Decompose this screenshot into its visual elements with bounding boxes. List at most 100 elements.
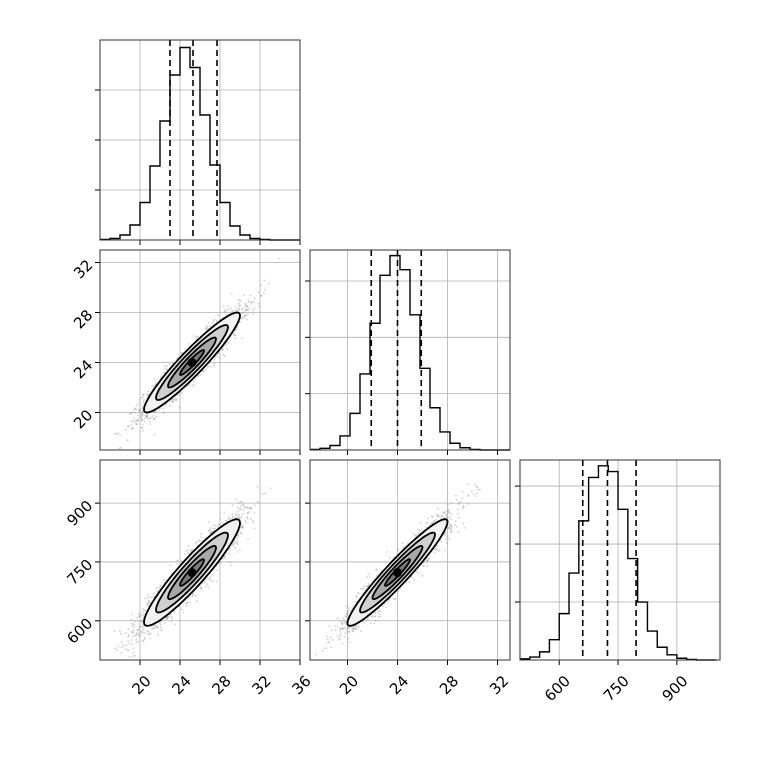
sample-point (234, 337, 237, 339)
sample-point (137, 633, 140, 636)
sample-point (223, 355, 226, 357)
sample-point (207, 365, 210, 368)
sample-point (138, 402, 141, 405)
sample-point (180, 351, 183, 354)
sample-point (137, 628, 139, 631)
sample-point (240, 532, 243, 535)
sample-point (225, 311, 227, 314)
sample-point (141, 632, 144, 635)
sample-point (187, 548, 190, 551)
sample-point (216, 526, 219, 529)
sample-point (185, 550, 188, 552)
sample-point (241, 525, 243, 528)
sample-point (198, 539, 200, 542)
sample-point (205, 368, 208, 371)
sample-point (150, 632, 152, 635)
sample-point (146, 418, 149, 420)
sample-point (249, 294, 252, 297)
sample-point (146, 604, 149, 607)
sample-point (149, 596, 152, 599)
sample-point (138, 410, 141, 413)
sample-point (128, 655, 131, 658)
sample-point (230, 564, 233, 566)
sample-point (119, 434, 122, 436)
sample-point (154, 382, 157, 385)
sample-point (244, 306, 247, 309)
panel-content (111, 485, 272, 666)
sample-point (207, 321, 210, 324)
sample-point (221, 347, 224, 350)
sample-point (199, 540, 201, 542)
sample-point (139, 409, 141, 412)
sample-point (242, 311, 244, 314)
sample-point (169, 564, 172, 567)
sample-point (159, 623, 162, 626)
contour-line (143, 311, 241, 414)
sample-point (257, 291, 260, 294)
sample-point (263, 288, 266, 291)
sample-point (141, 395, 144, 398)
sample-point (234, 513, 237, 515)
sample-point (263, 279, 266, 282)
sample-point (209, 579, 212, 582)
sample-point (231, 504, 234, 507)
sample-point (238, 302, 241, 305)
sample-point (127, 640, 130, 643)
sample-point (131, 632, 134, 635)
sample-point (142, 640, 145, 642)
sample-point (215, 580, 218, 583)
sample-point (166, 368, 169, 371)
sample-point (223, 309, 226, 312)
sample-point (141, 419, 143, 422)
sample-point (212, 530, 214, 533)
sample-point (186, 602, 189, 605)
sample-point (138, 412, 141, 415)
sample-point (230, 293, 233, 296)
sample-point (248, 507, 251, 509)
x-tick-label: 750 (600, 672, 633, 705)
sample-point (135, 633, 138, 636)
sample-point (200, 587, 203, 589)
sample-point (244, 311, 247, 314)
sample-point (111, 664, 113, 666)
sample-point (160, 627, 163, 630)
sample-point (176, 560, 178, 562)
sample-point (139, 399, 141, 401)
sample-point (187, 545, 190, 547)
sample-point (151, 385, 154, 388)
sample-point (147, 593, 150, 596)
sample-point (208, 325, 211, 328)
sample-point (136, 616, 139, 619)
sample-point (199, 588, 202, 591)
sample-point (247, 301, 250, 303)
sample-point (238, 548, 241, 551)
sample-point (234, 498, 237, 501)
axes-frame (519, 459, 721, 661)
sample-point (238, 305, 241, 308)
sample-point (136, 632, 138, 634)
sample-point (132, 427, 135, 430)
sample-point (252, 301, 255, 304)
sample-point (126, 425, 129, 428)
sample-point (213, 318, 216, 321)
sample-point (127, 634, 130, 636)
sample-point (114, 432, 116, 435)
sample-point (163, 411, 165, 414)
sample-point (127, 635, 130, 638)
sample-point (205, 324, 208, 327)
sample-point (205, 584, 208, 587)
sample-point (159, 585, 161, 587)
sample-point (126, 439, 129, 442)
sample-point (132, 420, 135, 423)
sample-point (221, 557, 224, 560)
sample-point (154, 410, 157, 413)
sample-point (244, 314, 246, 317)
sample-point (146, 415, 148, 418)
sample-point (237, 534, 240, 537)
sample-point (136, 404, 139, 406)
sample-point (234, 306, 237, 309)
sample-point (236, 537, 239, 540)
sample-point (234, 334, 237, 337)
sample-point (207, 577, 210, 580)
